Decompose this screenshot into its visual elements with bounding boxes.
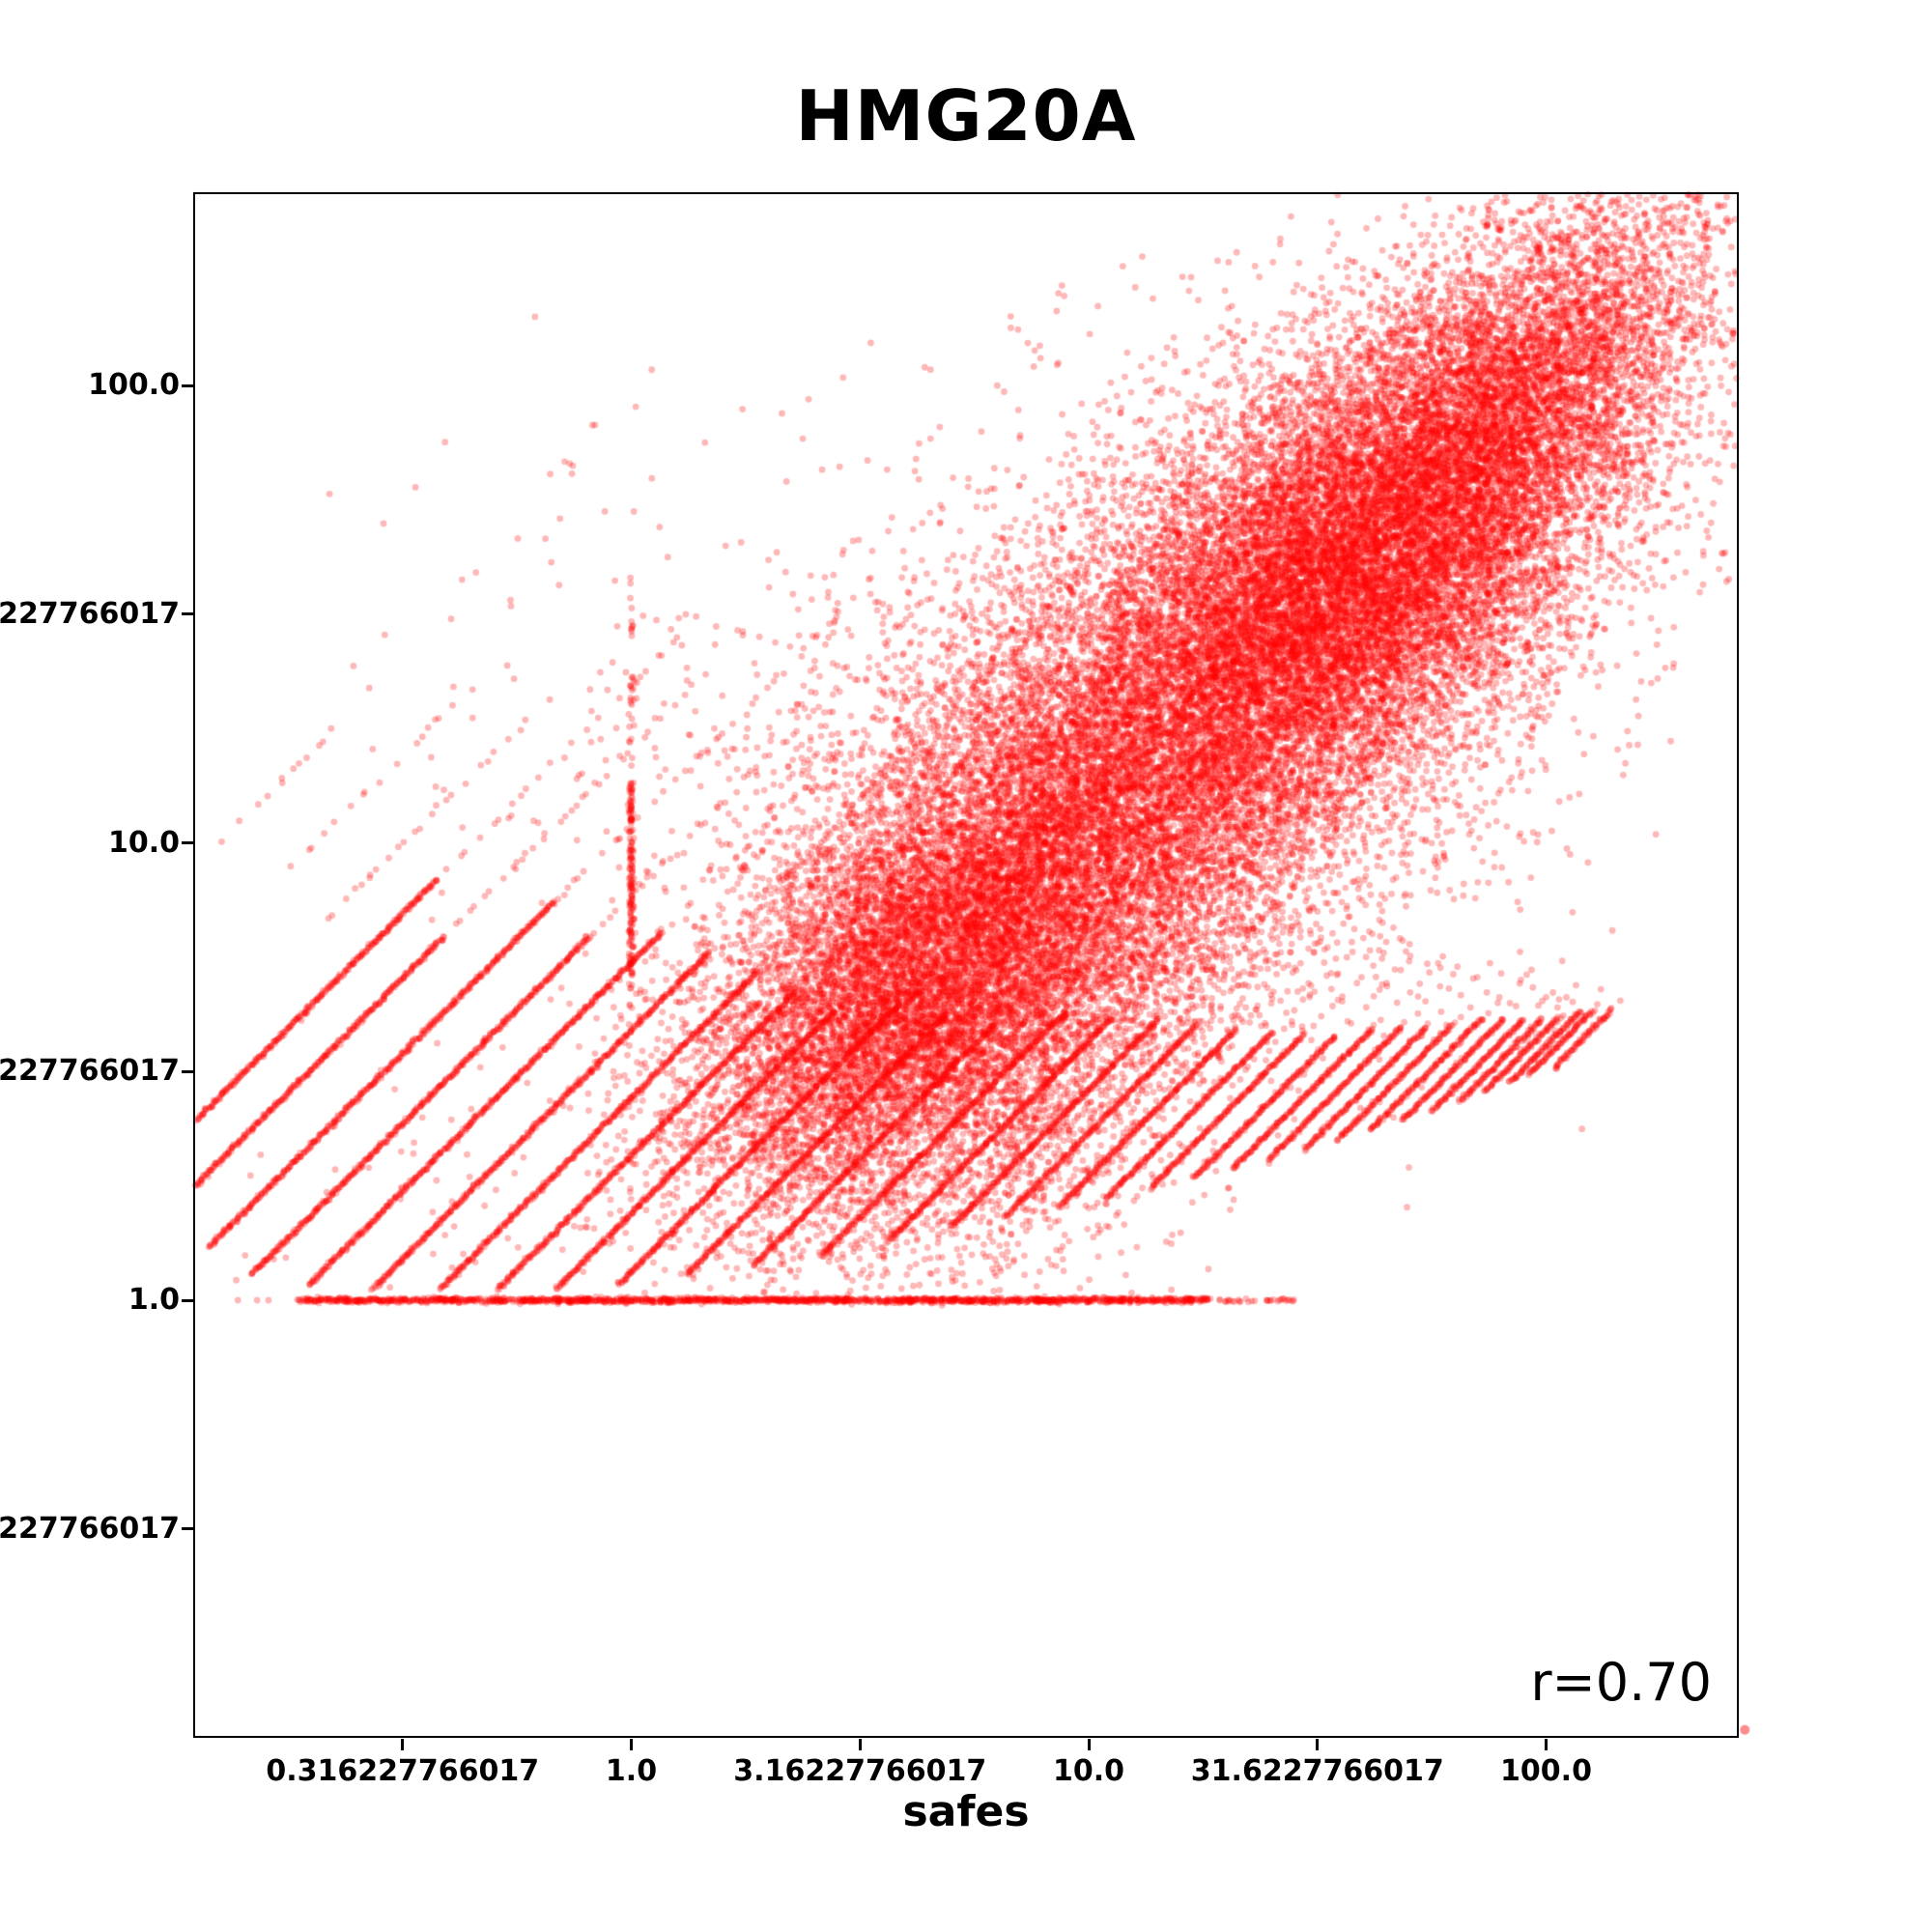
x-axis-label: safes <box>902 1787 1030 1836</box>
plot-area <box>193 192 1739 1738</box>
correlation-annotation: r=0.70 <box>1530 1652 1712 1713</box>
chart-title: HMG20A <box>795 75 1137 156</box>
